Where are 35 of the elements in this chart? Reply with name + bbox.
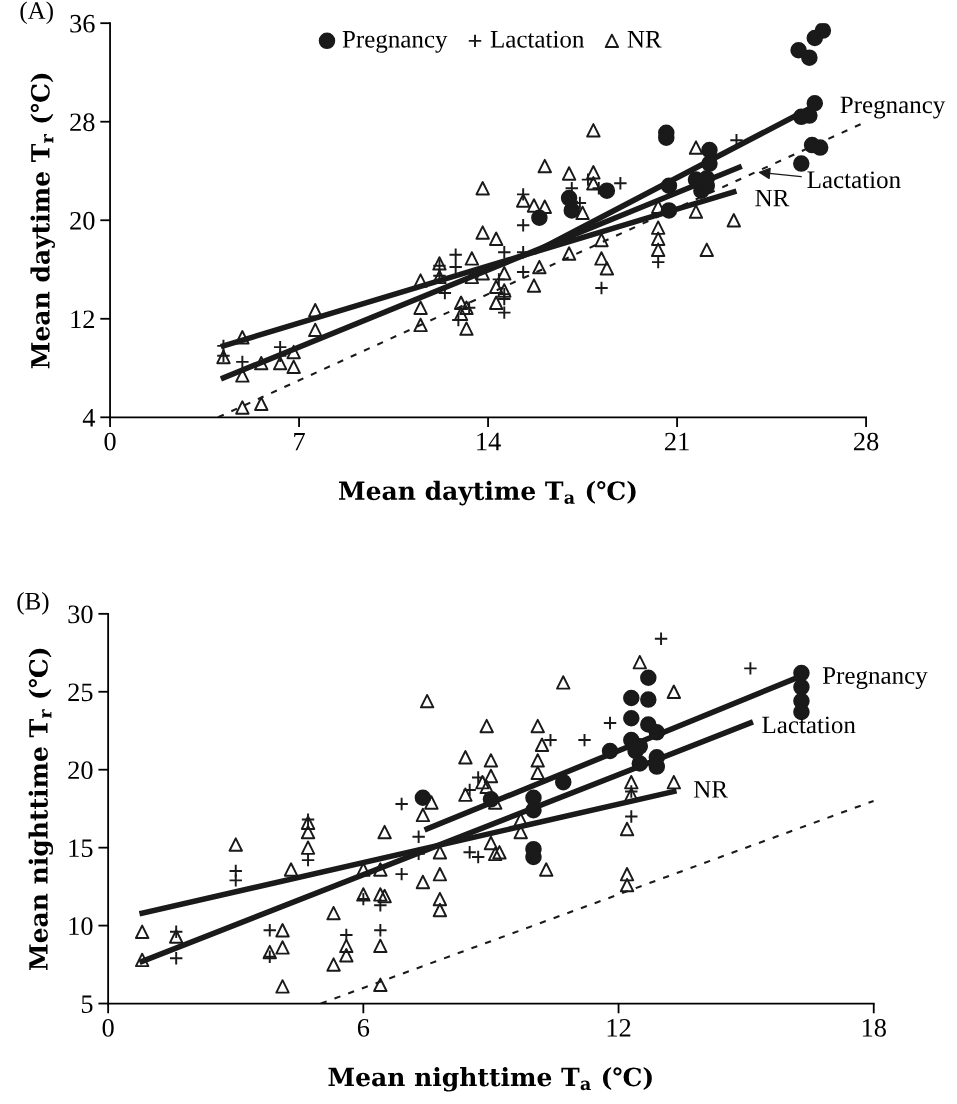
annotation: Lactation xyxy=(807,171,901,189)
x-tick-label: 12 xyxy=(607,1018,631,1037)
y-tick-label: 25 xyxy=(68,683,93,702)
annotation: Pregnancy xyxy=(840,96,946,119)
x-tick-label: 21 xyxy=(665,432,689,451)
legend-label: Pregnancy xyxy=(342,31,448,53)
x-tick-label: 0 xyxy=(104,432,116,451)
legend-label: Lactation xyxy=(490,30,585,48)
x-tick-label: 28 xyxy=(854,432,879,451)
y-tick-label: 4 xyxy=(82,409,96,427)
x-tick-label: 6 xyxy=(357,1018,370,1037)
x-tick-label: 14 xyxy=(477,432,501,451)
y-tick-label: 20 xyxy=(70,211,95,230)
annotation: Pregnancy xyxy=(822,667,928,690)
x-tick-label: 7 xyxy=(294,432,305,451)
x-axis-title: Mean daytime T$_{a}$ (℃) xyxy=(339,480,636,506)
legend-label: NR xyxy=(627,31,662,48)
y-tick-label: 5 xyxy=(81,995,93,1013)
y-tick-label: 20 xyxy=(68,761,93,780)
y-axis-title: Mean nighttime T$_{r}$ (℃) xyxy=(28,648,54,970)
annotation: NR xyxy=(694,781,728,798)
annotation: Lactation xyxy=(762,716,856,734)
y-tick-label: 15 xyxy=(69,839,93,858)
annotation: NR xyxy=(755,189,790,207)
chart-title: (A) xyxy=(20,1,53,25)
x-tick-label: 18 xyxy=(862,1018,886,1037)
y-tick-label: 30 xyxy=(68,605,93,624)
y-tick-label: 10 xyxy=(69,917,93,936)
y-axis-title: Mean daytime T$_{r}$ (℃) xyxy=(30,73,55,369)
x-axis-title: Mean nighttime T$_{a}$ (℃) xyxy=(328,1067,652,1092)
y-tick-label: 36 xyxy=(70,14,95,33)
y-tick-label: 28 xyxy=(70,113,95,132)
chart-title: (B) xyxy=(17,592,49,615)
y-tick-label: 12 xyxy=(71,310,95,328)
x-tick-label: 0 xyxy=(102,1018,114,1037)
